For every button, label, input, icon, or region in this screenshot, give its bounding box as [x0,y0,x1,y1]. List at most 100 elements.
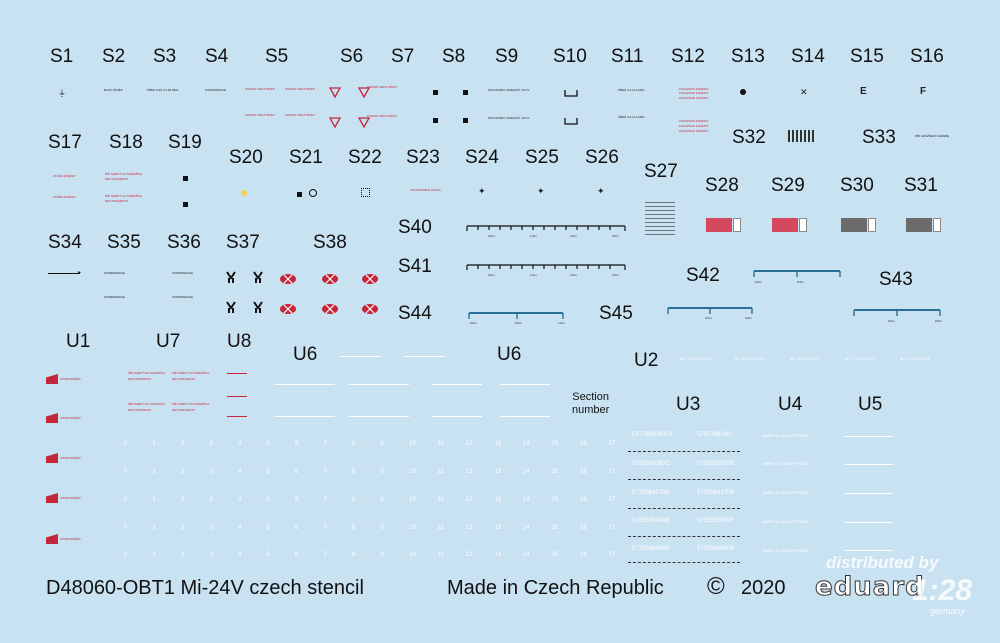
s24-star-icon: ✦ [478,186,486,196]
section-number-digit: 4 [238,469,242,475]
s42-tag: 0,0m [755,280,762,284]
section-number-digit: 1 [152,441,156,447]
decal-s11-text-b: PŘED 0,4+0,2 MPa [618,115,645,119]
label-s26: S26 [585,147,619,168]
decal-s12-text-b: ZAKÁZÁNO ZAVĚSIT [679,119,709,123]
section-number-digit: 9 [380,469,384,475]
decal-s3-text: PŘED 0,46 ± 0,06 MPa [147,88,179,92]
u2-serial: M 7 5 3 9 0 0 0 0 [680,356,711,361]
u1-red-block [46,453,58,463]
section-number-digit: 10 [409,469,416,475]
u5-line [845,464,893,465]
section-number-digit: 8 [352,525,356,531]
section-number-digit: 14 [523,497,530,503]
section-number-digit: 1 [152,497,156,503]
section-number-digit: 0 [124,552,128,558]
s41-ruler [466,264,626,270]
section-number-digit: 8 [352,552,356,558]
label-s41: S41 [398,256,432,277]
section-number-digit: 16 [580,525,587,531]
u3-serial-right: 5735564170B [697,490,735,496]
s41-tag: 3,0m [612,273,619,277]
s45-tag: 0,0m [705,316,712,320]
s40-tag: 0,0m [488,234,495,238]
section-number-digit: 3 [209,441,213,447]
section-number-digit: 16 [580,497,587,503]
u1-red-block [46,413,58,423]
u6-line [349,416,409,417]
label-s32: S32 [732,127,766,148]
decal-s17-text-b: ZÁVĚS ZAVĚSIT [53,195,76,199]
decal-s12-text-b2: ZAKÁZÁNO ZAVĚSIT [679,124,709,128]
label-s19: S19 [168,132,202,153]
decal-s2-text: BLOK ZÁVĚS [104,88,123,92]
u3-dashed-line [628,508,740,509]
label-s11: S11 [611,46,644,67]
section-number-digit: 12 [466,552,473,558]
section-number-digit: 16 [580,469,587,475]
section-number-digit: 8 [352,497,356,503]
u2-serial: M 7 5 3 9 0 0 0 0 [790,356,821,361]
u6-line [405,356,445,357]
decal-s12-text-b3: ZAKÁZÁNO ZAVĚSIT [679,129,709,133]
u1-text: UPOZORNĚNÍ! [60,496,81,500]
u1-red-block [46,374,58,384]
label-s31: S31 [904,175,938,196]
decal-s35-text-a: KOMPENZACE [104,271,126,275]
section-number-digit: 3 [209,525,213,531]
s38-red-bomb-symbols [280,274,378,314]
section-number-digit: 11 [437,552,444,558]
u6-line [432,416,482,417]
u7-text: NEVYPRÁZDNIT [128,408,152,412]
s37-crab-symbols [226,271,263,313]
label-u1: U1 [66,331,91,352]
u6-line [349,384,409,385]
s13-dot-icon [740,89,746,95]
u4-text: SMĚR DO SAMY PRODŮ [762,490,809,495]
section-number-digit: 10 [409,441,416,447]
section-number-digit: 14 [523,441,530,447]
s29-panel-edge [799,218,807,232]
distributor-logo: 1:28 [912,574,973,607]
label-s18: S18 [109,132,143,153]
section-number-digit: 0 [124,497,128,503]
decal-s12-text-a2: ZAKÁZÁNO ZAVĚSIT [679,91,709,95]
label-u6-left: U6 [293,344,318,365]
section-number-digit: 6 [295,525,299,531]
u6-line [432,384,482,385]
s42-tag: 0,5m [797,280,804,284]
section-number-digit: 9 [380,497,384,503]
s40-ruler [466,225,626,231]
u1-text: UPOZORNĚNÍ! [60,456,81,460]
s20-yellow-dot [241,190,247,196]
s6-red-triangles [328,87,371,129]
label-s1: S1 [50,46,74,67]
section-number-digit: 7 [323,525,327,531]
u5-line [845,522,893,523]
section-number-digit: 16 [580,552,587,558]
u4-text: SMĚR DO SAMY PRODŮ [762,433,809,438]
label-s42: S42 [686,265,720,286]
s32-barcode [788,130,814,142]
section-number-digit: 12 [466,469,473,475]
section-number-digit: 4 [238,441,242,447]
section-number-digit: 5 [266,469,270,475]
s43-blue-ruler [853,309,941,316]
decal-s4-text: KOMPENZACE [205,88,227,92]
label-s35: S35 [107,232,141,253]
decal-s9-text-b: SPOJOVÉCÍ AGREGÁT 10 KV [488,116,530,120]
u3-dashed-line [628,536,740,537]
label-s37: S37 [226,232,260,253]
s44-blue-ruler [468,312,564,319]
s43-tag: 0,0m [888,319,895,323]
section-number-digit: 2 [181,525,185,531]
u3-serial-left: 5735556400B [632,518,670,524]
section-number-digit: 5 [266,525,270,531]
decal-s36-text-a: KOMPENZACE [172,271,194,275]
section-number-digit: 2 [181,497,185,503]
section-number-digit: 17 [608,552,616,558]
section-number-digit: 6 [295,497,299,503]
s30-panel [841,218,867,232]
label-s34: S34 [48,232,82,253]
u7-text: PŘI NABITÝCH NÁDRŽÍCH [128,371,166,375]
